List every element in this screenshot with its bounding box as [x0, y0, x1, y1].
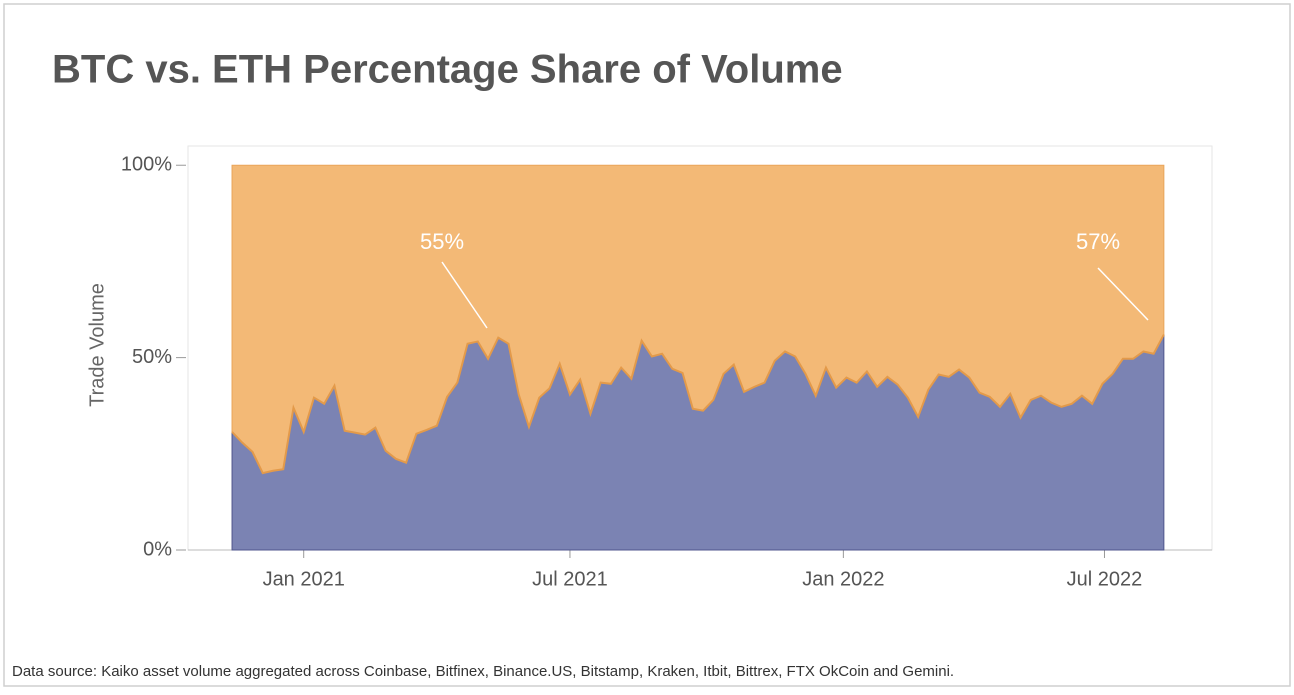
y-tick-label: 100% — [121, 154, 172, 176]
x-tick-label: Jan 2022 — [802, 568, 884, 590]
y-tick-label: 50% — [132, 346, 172, 368]
annotation-line — [441, 261, 488, 329]
y-axis-label: Trade Volume — [86, 283, 108, 407]
footnote: Data source: Kaiko asset volume aggregat… — [12, 663, 954, 680]
boundary-line — [231, 334, 1165, 475]
annotation: 57% — [1076, 229, 1120, 254]
x-tick-label: Jul 2021 — [532, 568, 608, 590]
annotation-line — [1097, 267, 1149, 321]
x-tick-label: Jan 2021 — [263, 568, 345, 590]
x-tick-label: Jul 2022 — [1067, 568, 1143, 590]
chart-title: BTC vs. ETH Percentage Share of Volume — [52, 48, 843, 92]
annotation: 55% — [420, 229, 464, 254]
y-tick-label: 0% — [143, 538, 172, 560]
